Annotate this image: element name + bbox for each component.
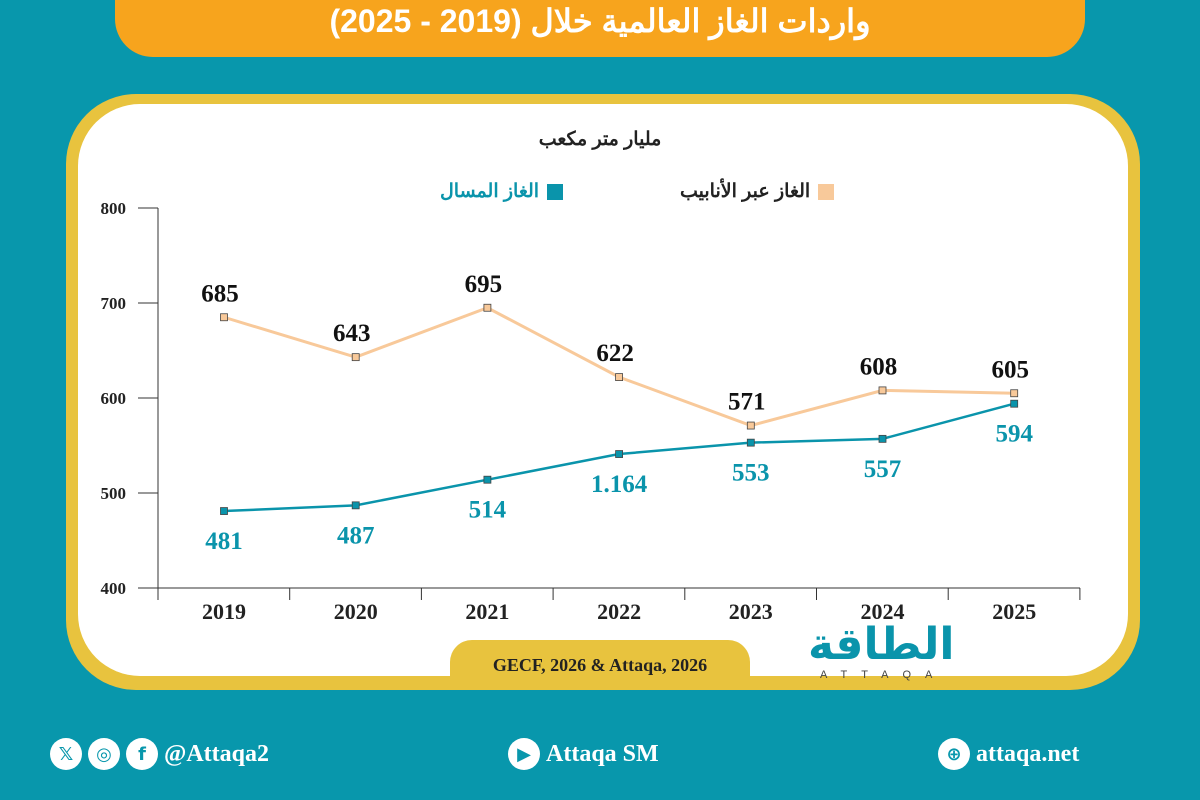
data-label: 557	[864, 456, 902, 483]
x-tick-label: 2023	[729, 599, 773, 624]
data-point	[351, 353, 360, 362]
title-bar: واردات الغاز العالمية خلال (2019 - 2025)	[115, 0, 1085, 57]
data-point	[878, 434, 887, 443]
youtube-icon[interactable]: ▶	[508, 738, 540, 770]
facebook-icon[interactable]: f	[126, 738, 158, 770]
footer-website: ⊕ attaqa.net	[938, 738, 1079, 770]
data-label: 1.164	[591, 471, 648, 498]
data-point	[615, 450, 623, 458]
x-tick-label: 2024	[861, 599, 905, 624]
data-label: 643	[333, 320, 371, 347]
data-label: 514	[469, 497, 507, 524]
data-label: 605	[991, 356, 1029, 383]
y-tick-label: 400	[101, 579, 127, 598]
website-link[interactable]: attaqa.net	[976, 740, 1080, 767]
data-point	[483, 303, 492, 312]
y-tick-label: 600	[101, 389, 127, 408]
chart-card	[78, 104, 1128, 676]
data-label: 571	[728, 389, 766, 416]
legend-swatch	[547, 183, 564, 200]
data-point	[351, 501, 360, 510]
social-handle[interactable]: @Attaqa2	[164, 740, 269, 767]
legend-lng: الغاز المسال	[440, 180, 564, 203]
y-tick-label: 500	[101, 484, 127, 503]
data-label: 481	[205, 528, 243, 555]
x-tick-label: 2020	[334, 599, 378, 624]
data-point	[746, 421, 755, 430]
data-label: 553	[732, 460, 770, 487]
youtube-handle[interactable]: Attaqa SM	[546, 740, 659, 767]
x-tick-label: 2021	[465, 599, 509, 624]
data-point	[615, 373, 623, 382]
footer-youtube: ▶ Attaqa SM	[508, 738, 659, 770]
data-label: 487	[337, 522, 375, 549]
data-point	[483, 475, 492, 484]
data-label: 594	[995, 421, 1033, 448]
data-point	[220, 313, 228, 322]
legend-swatch	[818, 183, 835, 200]
attaqa-logo: الطاقة ATTAQA	[808, 619, 988, 685]
y-tick-label: 700	[101, 294, 127, 313]
footer-social: 𝕏 ◎ f @Attaqa2	[50, 738, 269, 770]
source-note: GECF, 2026 & Attaqa, 2026	[450, 640, 750, 690]
unit-label: مليار متر مكعب	[538, 129, 662, 150]
y-tick-label: 800	[101, 199, 127, 218]
data-point	[220, 507, 228, 515]
legend-pipeline: الغاز عبر الأنابيب	[680, 180, 835, 203]
data-label: 695	[465, 271, 503, 298]
data-label: 685	[201, 280, 239, 307]
data-point	[878, 386, 887, 395]
page-title: واردات الغاز العالمية خلال (2019 - 2025)	[329, 3, 871, 39]
x-tick-label: 2022	[597, 599, 641, 624]
data-point	[1010, 389, 1019, 398]
legend-label: الغاز المسال	[440, 181, 540, 202]
x-tick-label: 2019	[202, 599, 246, 624]
legend-label: الغاز عبر الأنابيب	[680, 181, 811, 202]
globe-icon[interactable]: ⊕	[938, 738, 970, 770]
x-tick-label: 2025	[992, 599, 1036, 624]
logo-english: ATTAQA	[820, 669, 947, 681]
instagram-icon[interactable]: ◎	[88, 738, 120, 770]
data-label: 622	[596, 340, 634, 367]
data-point	[746, 438, 755, 447]
logo-arabic: الطاقة	[808, 619, 955, 670]
data-point	[1010, 399, 1019, 408]
x-icon[interactable]: 𝕏	[50, 738, 82, 770]
data-label: 608	[860, 353, 898, 380]
